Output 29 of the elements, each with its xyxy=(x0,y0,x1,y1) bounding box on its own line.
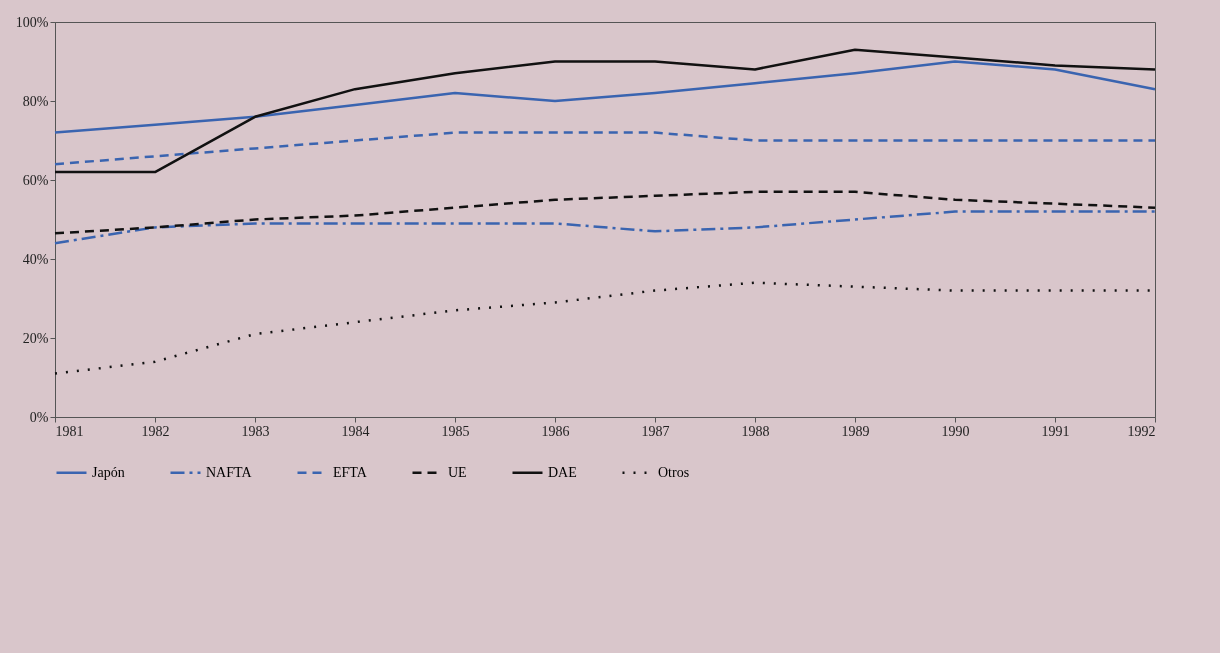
line-series xyxy=(53,48,1157,174)
x-tick-label: 1985 xyxy=(441,423,470,439)
x-tick-label: 1990 xyxy=(941,423,970,439)
line-series xyxy=(53,210,1157,245)
line-series xyxy=(53,190,1157,235)
line-series xyxy=(53,131,1157,166)
x-tick-label: 1986 xyxy=(541,423,570,439)
x-tick-label: 1983 xyxy=(241,423,270,439)
y-tick-label: 0% xyxy=(29,409,49,425)
legend-label: DAE xyxy=(548,464,577,480)
x-tick-label: 1982 xyxy=(141,423,170,439)
legend-label: NAFTA xyxy=(206,464,253,480)
y-tick-label: 20% xyxy=(22,330,49,346)
x-tick-label: 1989 xyxy=(841,423,870,439)
legend-label: EFTA xyxy=(333,464,368,480)
x-tick-label: 1984 xyxy=(341,423,370,439)
y-tick-label: 60% xyxy=(22,172,49,188)
legend-label: Otros xyxy=(658,464,690,480)
x-tick-label: 1992 xyxy=(1127,423,1156,439)
legend-label: UE xyxy=(448,464,467,480)
x-tick-label: 1981 xyxy=(55,423,84,439)
x-tick-label: 1991 xyxy=(1041,423,1070,439)
y-tick-label: 40% xyxy=(22,251,49,267)
y-tick-label: 80% xyxy=(22,93,49,109)
y-tick-label: 100% xyxy=(15,14,49,30)
legend-label: Japón xyxy=(92,464,125,480)
x-tick-label: 1988 xyxy=(741,423,770,439)
line-series xyxy=(53,60,1157,134)
x-tick-label: 1987 xyxy=(641,423,670,439)
